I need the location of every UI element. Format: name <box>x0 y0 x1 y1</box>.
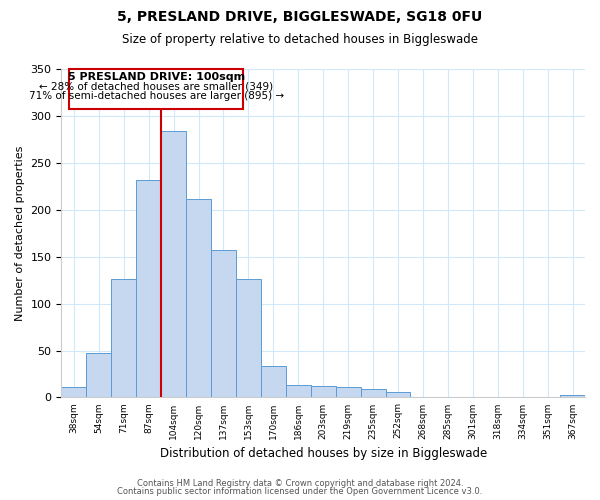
Bar <box>386 392 410 398</box>
Text: Contains public sector information licensed under the Open Government Licence v3: Contains public sector information licen… <box>118 487 482 496</box>
Bar <box>136 180 161 398</box>
Text: 5 PRESLAND DRIVE: 100sqm: 5 PRESLAND DRIVE: 100sqm <box>68 72 245 82</box>
Bar <box>286 385 311 398</box>
Text: ← 28% of detached houses are smaller (349): ← 28% of detached houses are smaller (34… <box>39 81 273 91</box>
Bar <box>311 386 335 398</box>
Bar <box>236 279 261 398</box>
Bar <box>211 250 236 398</box>
X-axis label: Distribution of detached houses by size in Biggleswade: Distribution of detached houses by size … <box>160 447 487 460</box>
Text: 71% of semi-detached houses are larger (895) →: 71% of semi-detached houses are larger (… <box>29 90 284 101</box>
Bar <box>186 200 211 398</box>
Bar <box>61 387 86 398</box>
Bar <box>335 387 361 398</box>
Text: 5, PRESLAND DRIVE, BIGGLESWADE, SG18 0FU: 5, PRESLAND DRIVE, BIGGLESWADE, SG18 0FU <box>118 10 482 24</box>
Bar <box>560 394 585 398</box>
FancyBboxPatch shape <box>69 69 244 110</box>
Bar <box>111 279 136 398</box>
Y-axis label: Number of detached properties: Number of detached properties <box>15 146 25 321</box>
Bar <box>361 389 386 398</box>
Bar <box>161 131 186 398</box>
Bar <box>261 366 286 398</box>
Text: Contains HM Land Registry data © Crown copyright and database right 2024.: Contains HM Land Registry data © Crown c… <box>137 478 463 488</box>
Text: Size of property relative to detached houses in Biggleswade: Size of property relative to detached ho… <box>122 32 478 46</box>
Bar <box>86 354 111 398</box>
